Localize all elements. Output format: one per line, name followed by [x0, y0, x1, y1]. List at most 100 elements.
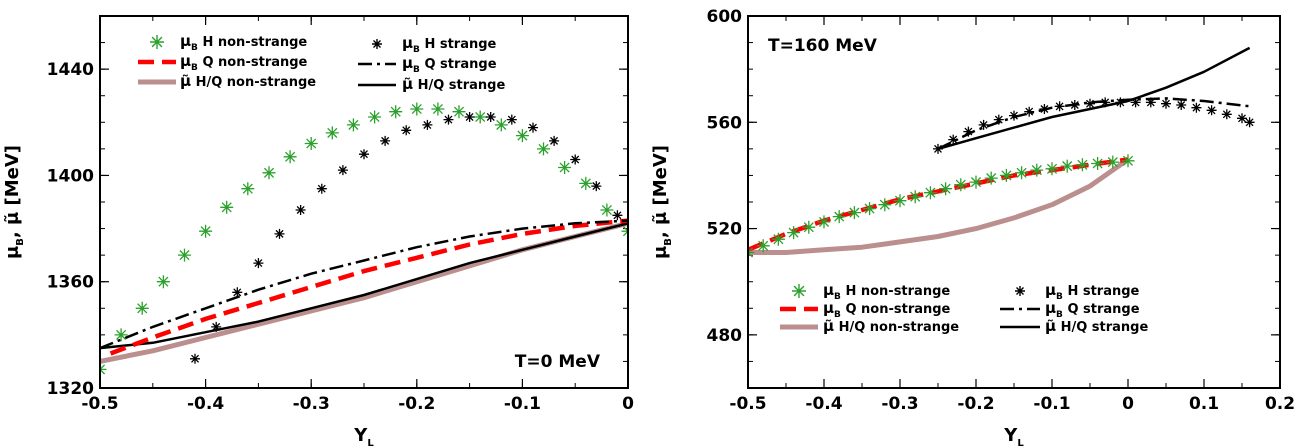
data-point [963, 126, 974, 137]
series-line-1 [748, 157, 1129, 252]
data-point [1145, 97, 1156, 108]
legend-label: μ̃ H/Q strange [402, 75, 505, 93]
data-point [1054, 101, 1065, 112]
y-tick-label: 1360 [47, 273, 94, 293]
data-point [253, 258, 264, 269]
data-point [325, 126, 339, 140]
legend-marker [1015, 286, 1025, 296]
data-point [199, 224, 213, 238]
legend-item: μ̃ H/Q strange [358, 75, 505, 93]
data-point [1130, 97, 1141, 108]
data-point [346, 118, 360, 132]
data-point [948, 134, 959, 145]
legend-item: μB H non-strange [792, 281, 950, 302]
data-point [984, 171, 998, 185]
x-tick-label: -0.1 [1033, 394, 1070, 414]
data-point [337, 165, 348, 176]
data-point [515, 129, 529, 143]
series-line-5 [100, 222, 628, 350]
data-point [978, 119, 989, 130]
legend-marker [372, 39, 382, 49]
data-point [923, 186, 937, 200]
x-tick-label: 0.1 [1189, 394, 1219, 414]
data-point [1121, 154, 1135, 168]
data-point [612, 210, 623, 221]
data-point [558, 161, 572, 174]
legend-label: μ̃ H/Q strange [1045, 317, 1148, 335]
data-point [1206, 105, 1217, 116]
y-tick-label: 1320 [47, 379, 94, 399]
series-line-1 [109, 218, 628, 356]
y-tick-label: 600 [707, 7, 743, 27]
data-point [316, 183, 327, 194]
data-point [1115, 97, 1126, 108]
plot-frame [99, 15, 629, 389]
data-point [114, 328, 128, 342]
data-point [1237, 113, 1247, 124]
data-point [232, 287, 243, 298]
plot-frame [747, 15, 1281, 389]
y-tick-label: 560 [707, 113, 743, 133]
data-point [878, 198, 892, 212]
data-point [1091, 157, 1105, 170]
data-point [832, 210, 846, 224]
x-tick-label: -0.1 [504, 394, 541, 414]
series-0 [748, 154, 1135, 259]
x-tick-label: -0.4 [187, 394, 224, 414]
chart-panel-1: -0.5 -0.4 -0.3 -0.2 -0.1 0 1320 1360 1400 1440 YL μ… [2, 15, 634, 448]
data-point [1244, 117, 1255, 128]
legend-item: μ̃ H/Q non-strange [138, 72, 316, 90]
data-point [1085, 98, 1095, 109]
data-point [1069, 100, 1080, 110]
legend-item: μ̃ H/Q non-strange [780, 317, 959, 335]
data-point [359, 149, 369, 160]
y-tick-label: 1440 [47, 60, 94, 80]
data-point [220, 200, 234, 214]
legend-label: μB H strange [402, 34, 497, 55]
legend-item: μ̃ H/Q strange [1000, 317, 1148, 335]
data-point [464, 112, 475, 122]
data-point [999, 168, 1013, 182]
data-point [190, 353, 200, 364]
data-point [431, 102, 445, 116]
x-tick-label: 0 [1122, 394, 1134, 414]
series-line-2 [748, 157, 1130, 255]
data-point [1030, 163, 1044, 177]
data-point [771, 232, 785, 246]
temperature-annotation: T=160 MeV [768, 36, 878, 56]
series-line-4 [100, 219, 628, 350]
data-point [1176, 100, 1187, 110]
x-tick-label: -0.5 [729, 394, 766, 414]
legend-label: μB Q strange [402, 54, 497, 75]
data-point [933, 143, 943, 154]
data-point [485, 112, 496, 122]
data-point [939, 182, 953, 196]
legend-item: μB Q strange [1000, 299, 1140, 320]
data-point [1100, 97, 1111, 108]
legend-item: μB H strange [372, 34, 497, 55]
data-point [847, 206, 861, 220]
legend-item: μB Q strange [358, 54, 497, 75]
data-point [368, 110, 382, 124]
x-tick-label: -0.3 [881, 394, 918, 414]
legend-label: μB Q strange [1045, 299, 1140, 320]
legend-item: μB Q non-strange [780, 299, 951, 320]
data-point [528, 122, 538, 133]
data-point [274, 228, 285, 239]
data-point [756, 239, 770, 253]
legend-item: μB H non-strange [150, 32, 307, 53]
series-0 [100, 102, 628, 376]
legend-label: μB Q non-strange [180, 52, 308, 73]
data-point [802, 220, 816, 234]
y-axis-label: μB, μ̃ [MeV] [2, 145, 26, 259]
data-point [600, 203, 614, 217]
y-tick-label: 480 [707, 326, 743, 346]
data-point [135, 301, 149, 315]
x-tick-label: 0.2 [1265, 394, 1295, 414]
y-tick-label: 520 [707, 220, 743, 240]
series-3 [190, 112, 623, 364]
data-point [241, 182, 255, 196]
